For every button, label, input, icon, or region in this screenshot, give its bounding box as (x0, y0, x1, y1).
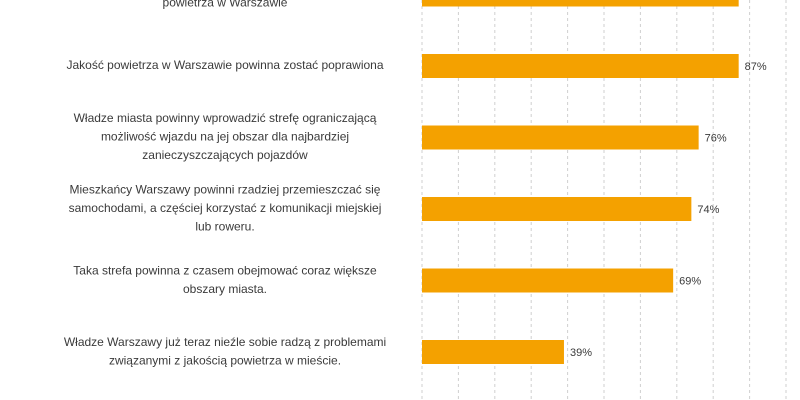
category-label: Władze miasta powinny wprowadzić strefę … (74, 111, 377, 125)
category-label: powietrza w Warszawie (163, 0, 288, 10)
value-label: 69% (679, 275, 701, 287)
category-label: Taka strefa powinna z czasem obejmować c… (73, 263, 377, 277)
bar (422, 268, 674, 293)
bar (422, 125, 699, 150)
category-label: możliwość wjazdu na jej obszar dla najba… (101, 130, 349, 144)
bar (422, 54, 739, 78)
category-label: Jakość powietrza w Warszawie powinna zos… (66, 58, 383, 72)
category-label: związanymi z jakością powietrza w mieści… (109, 353, 341, 367)
category-label: lub roweru. (195, 220, 254, 234)
category-label: Władze Warszawy już teraz nieźle sobie r… (64, 335, 386, 349)
bar (422, 340, 564, 364)
category-label: Mieszkańcy Warszawy powinni rzadziej prz… (70, 183, 381, 197)
value-label: 74% (697, 204, 719, 216)
category-label: samochodami, a częściej korzystać z komu… (69, 201, 382, 215)
bar (422, 0, 739, 7)
bar (422, 197, 692, 221)
value-label: 87% (745, 61, 767, 73)
category-label: obszary miasta. (183, 282, 267, 296)
category-label: zanieczyszczających pojazdów (142, 148, 308, 162)
value-label: 39% (570, 347, 592, 359)
value-label: 76% (705, 132, 727, 144)
